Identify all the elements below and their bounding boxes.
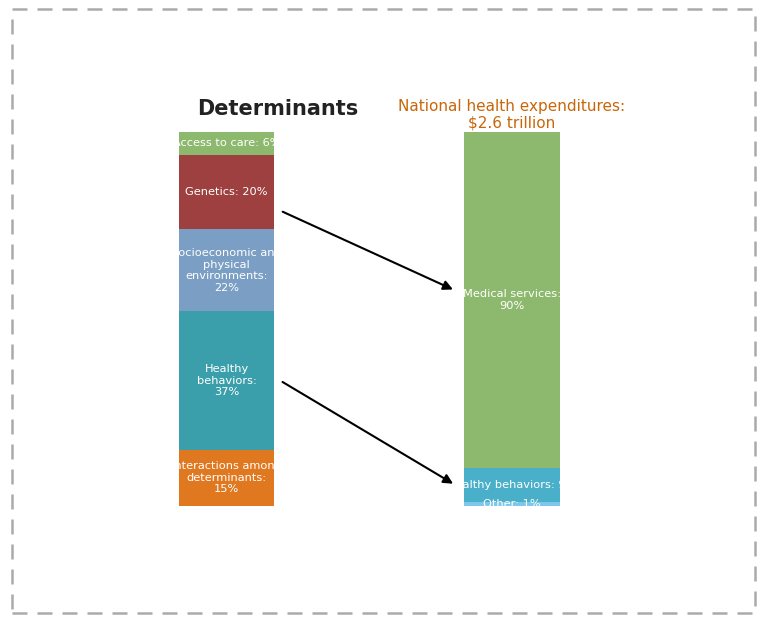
Text: Healthy behaviors: 9%: Healthy behaviors: 9%: [447, 480, 577, 490]
Text: Socioeconomic and
physical
environments:
22%: Socioeconomic and physical environments:…: [171, 248, 282, 293]
FancyBboxPatch shape: [465, 132, 560, 468]
FancyBboxPatch shape: [179, 450, 275, 506]
FancyBboxPatch shape: [179, 312, 275, 450]
Text: Access to care: 6%: Access to care: 6%: [173, 138, 281, 148]
FancyBboxPatch shape: [179, 132, 275, 154]
Text: National health expenditures:
$2.6 trillion: National health expenditures: $2.6 trill…: [398, 98, 626, 131]
Text: Determinants: Determinants: [197, 98, 358, 119]
Text: Interactions among
determinants:
15%: Interactions among determinants: 15%: [171, 461, 282, 494]
FancyBboxPatch shape: [465, 502, 560, 506]
Text: Healthy
behaviors:
37%: Healthy behaviors: 37%: [196, 364, 257, 397]
Text: Other: 1%: Other: 1%: [483, 499, 541, 509]
Text: Genetics: 20%: Genetics: 20%: [186, 187, 268, 197]
FancyBboxPatch shape: [465, 468, 560, 502]
Text: Medical services:
90%: Medical services: 90%: [463, 289, 561, 311]
FancyBboxPatch shape: [179, 154, 275, 230]
FancyBboxPatch shape: [179, 230, 275, 312]
